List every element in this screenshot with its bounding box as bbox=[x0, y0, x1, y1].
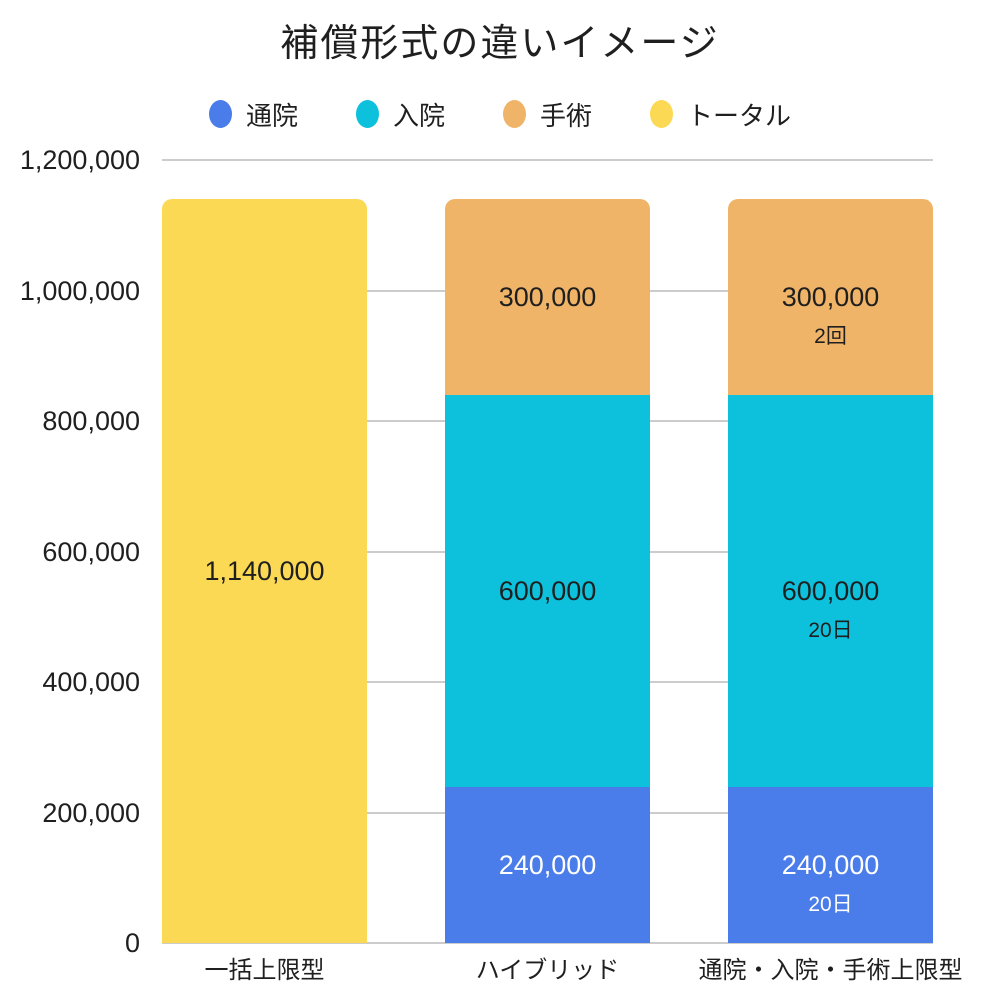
segment-value-label: 600,000 bbox=[781, 576, 880, 606]
segment-sub-label: 20日 bbox=[808, 892, 853, 916]
y-tick-label: 800,000 bbox=[42, 406, 140, 436]
segment-value-label: 600,000 bbox=[498, 576, 597, 606]
segment-value-label: 240,000 bbox=[781, 849, 880, 880]
y-tick-label: 600,000 bbox=[42, 537, 140, 567]
legend: 通院 入院 手術 トータル bbox=[0, 96, 1000, 132]
segment-value-label: 1,140,000 bbox=[204, 556, 325, 586]
segment-sub-label: 2回 bbox=[814, 325, 847, 348]
y-tick-label: 400,000 bbox=[42, 667, 140, 697]
segment-value-label: 240,000 bbox=[498, 849, 597, 880]
x-axis-label: 通院・入院・手術上限型 bbox=[698, 957, 963, 984]
legend-label: 通院 bbox=[245, 100, 298, 131]
y-tick-label: 1,000,000 bbox=[19, 276, 140, 306]
x-axis-label: ハイブリッド bbox=[475, 957, 620, 984]
legend-swatch-icon bbox=[355, 100, 379, 128]
bar-segment: 600,000 bbox=[445, 395, 650, 787]
legend-label: 入院 bbox=[392, 100, 445, 131]
bar-segment: 240,000 20日 bbox=[728, 786, 933, 943]
segment-value-label: 300,000 bbox=[498, 282, 597, 312]
y-tick-label: 200,000 bbox=[42, 798, 140, 828]
segment-sub-label: 20日 bbox=[808, 619, 853, 642]
legend-swatch-icon bbox=[208, 100, 232, 128]
bar-segment: 300,000 bbox=[445, 199, 650, 395]
y-tick-label: 0 bbox=[124, 928, 140, 958]
x-axis-label: 一括上限型 bbox=[204, 957, 325, 984]
legend-swatch-icon bbox=[503, 100, 526, 128]
bar-segment: 1,140,000 bbox=[162, 199, 367, 943]
legend-item: トータル bbox=[650, 96, 791, 133]
legend-item: 入院 bbox=[355, 96, 445, 133]
y-tick-label: 1,200,000 bbox=[19, 145, 140, 175]
legend-item: 通院 bbox=[208, 96, 298, 133]
gridline bbox=[162, 159, 933, 161]
bar-segment: 600,000 20日 bbox=[728, 395, 933, 787]
legend-swatch-icon bbox=[650, 100, 674, 128]
gridline bbox=[162, 942, 933, 944]
legend-item: 手術 bbox=[503, 96, 592, 133]
segment-value-label: 300,000 bbox=[781, 282, 880, 312]
legend-label: トータル bbox=[687, 100, 792, 131]
bar-segment: 300,000 2回 bbox=[728, 199, 933, 395]
chart-title: 補償形式の違いイメージ bbox=[280, 23, 720, 65]
bar-segment: 240,000 bbox=[445, 786, 650, 943]
legend-label: 手術 bbox=[540, 100, 593, 131]
